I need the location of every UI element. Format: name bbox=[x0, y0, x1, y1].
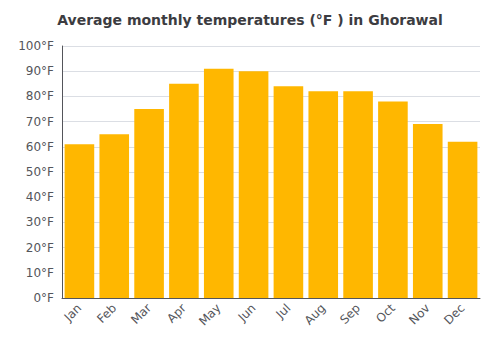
svg-text:May: May bbox=[196, 301, 223, 328]
svg-text:Jun: Jun bbox=[235, 301, 259, 325]
svg-text:Mar: Mar bbox=[128, 301, 154, 327]
svg-text:Nov: Nov bbox=[406, 301, 432, 327]
svg-text:40°F: 40°F bbox=[26, 190, 54, 204]
svg-text:90°F: 90°F bbox=[26, 64, 54, 78]
svg-text:Feb: Feb bbox=[94, 301, 119, 326]
svg-text:Dec: Dec bbox=[441, 301, 467, 327]
svg-text:Apr: Apr bbox=[164, 301, 189, 326]
svg-text:Jul: Jul bbox=[273, 301, 294, 322]
svg-text:70°F: 70°F bbox=[26, 115, 54, 129]
svg-text:100°F: 100°F bbox=[18, 39, 54, 53]
svg-text:30°F: 30°F bbox=[26, 215, 54, 229]
svg-text:Average monthly temperatures (: Average monthly temperatures (°F ) in Gh… bbox=[57, 12, 443, 28]
svg-text:0°F: 0°F bbox=[33, 291, 54, 305]
svg-text:10°F: 10°F bbox=[26, 266, 54, 280]
svg-text:20°F: 20°F bbox=[26, 241, 54, 255]
svg-text:Jan: Jan bbox=[61, 301, 85, 325]
svg-text:50°F: 50°F bbox=[26, 165, 54, 179]
svg-text:Sep: Sep bbox=[337, 301, 363, 327]
svg-text:Oct: Oct bbox=[373, 301, 398, 326]
svg-text:60°F: 60°F bbox=[26, 140, 54, 154]
svg-text:80°F: 80°F bbox=[26, 89, 54, 103]
svg-text:Aug: Aug bbox=[302, 301, 328, 327]
